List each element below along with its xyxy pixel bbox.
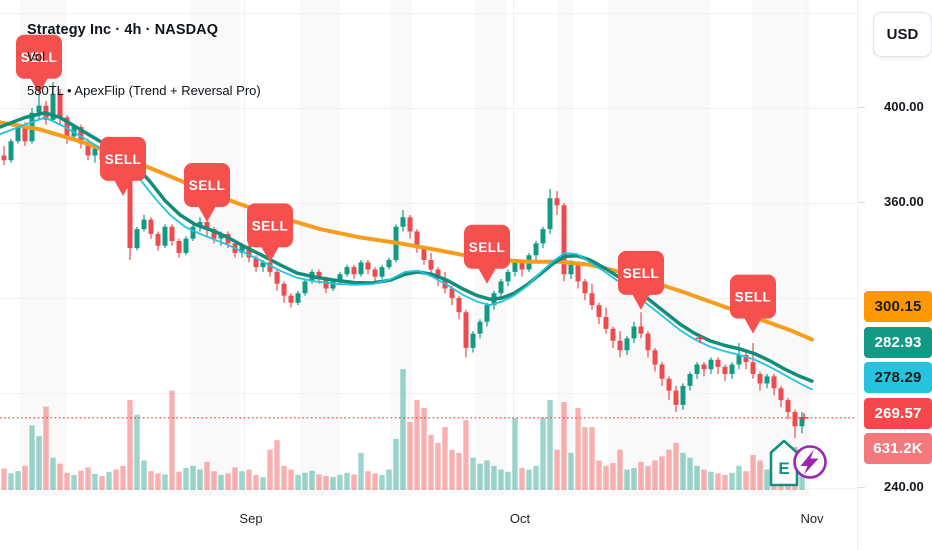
sell-badge[interactable]: SELL [618,250,664,310]
price-label-last-volume: 631.2K [864,433,932,464]
sell-badge[interactable]: SELL [464,224,510,284]
svg-text:SELL: SELL [735,290,772,305]
price-axis[interactable]: USD 400.00 360.00 240.00 300.15 282.93 2… [857,0,932,550]
price-label-ma-cyan: 278.29 [864,362,932,393]
svg-text:SELL: SELL [469,240,506,255]
svg-text:SELL: SELL [105,152,142,167]
svg-text:E: E [778,459,789,478]
price-tick-240: 240.00 [884,479,924,494]
lightning-icon[interactable] [793,445,827,479]
sell-badges[interactable]: SELL SELL SELL SELL SELL SELL SELL [16,34,776,334]
price-label-ma-teal: 282.93 [864,326,932,358]
sell-badge[interactable]: SELL [16,34,62,94]
svg-text:SELL: SELL [623,266,660,281]
ma-line-trend-ma-teal [0,111,814,383]
price-tick-400: 400.00 [884,99,924,114]
price-tick-dash [858,487,865,488]
svg-text:SELL: SELL [21,50,58,65]
svg-text:SELL: SELL [189,178,226,193]
time-tick-nov: Nov [800,511,824,526]
price-tick-360: 360.00 [884,194,924,209]
price-label-ma-orange: 300.15 [864,291,932,322]
time-tick-oct: Oct [509,511,531,526]
candlesticks [1,81,805,439]
sell-badge[interactable]: SELL [100,136,146,196]
time-tick-sep: Sep [239,511,263,526]
grid [0,0,856,496]
time-axis[interactable]: Sep Oct Nov [0,500,932,550]
sell-badge[interactable]: SELL [184,163,230,222]
price-label-stack: 300.15 282.93 278.29 269.57 631.2K [864,291,932,464]
sell-badge[interactable]: SELL [730,274,776,334]
sell-badge[interactable]: SELL [247,203,293,263]
price-tick-dash [858,107,865,108]
price-tick-dash [858,202,865,203]
svg-text:SELL: SELL [252,218,289,233]
currency-button[interactable]: USD [873,12,932,57]
earnings-icon[interactable]: E [769,439,799,487]
ma-line-fast-ma-cyan [0,116,813,391]
price-label-last-price: 269.57 [864,397,932,429]
